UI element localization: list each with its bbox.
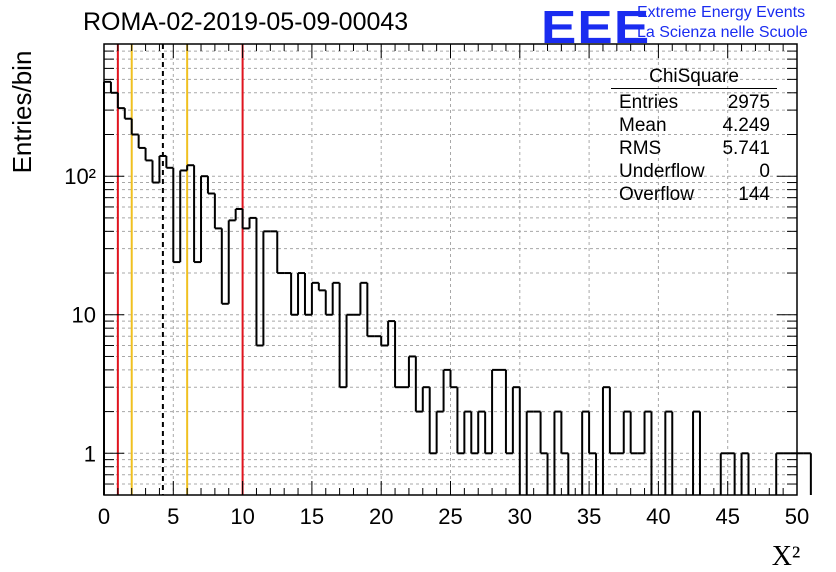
stats-row-mean: Mean 4.249 (611, 114, 777, 137)
x-tick-label: 20 (369, 504, 393, 529)
x-tick-label: 45 (715, 504, 739, 529)
x-axis-label: X² (772, 541, 801, 572)
x-tick-label: 25 (438, 504, 462, 529)
stats-value: 4.249 (722, 115, 770, 136)
reference-lines (116, 44, 244, 495)
stats-label: Underflow (619, 161, 705, 182)
x-tick-label: 15 (300, 504, 324, 529)
chart-title: ROMA-02-2019-05-09-00043 (83, 8, 409, 36)
eee-logo: EEE (541, 1, 651, 53)
y-tick-label: 10² (64, 164, 96, 189)
stats-label: RMS (619, 138, 662, 159)
logo-line-1: Extreme Energy Events (637, 4, 806, 21)
stats-value: 2975 (727, 92, 770, 113)
x-tick-label: 50 (785, 504, 809, 529)
stats-label: Entries (619, 92, 679, 113)
axes (103, 43, 798, 496)
x-tick-label: 30 (508, 504, 532, 529)
stats-title: ChiSquare (649, 66, 739, 87)
stats-label: Overflow (619, 184, 694, 205)
stats-box: ChiSquare Entries 2975 Mean 4.249 RMS 5.… (611, 66, 777, 206)
stats-row-overflow: Overflow 144 (611, 183, 777, 206)
x-tick-label: 35 (577, 504, 601, 529)
x-tick-label: 10 (230, 504, 254, 529)
stats-row-underflow: Underflow 0 (611, 160, 777, 183)
x-tick-label: 5 (167, 504, 179, 529)
y-tick-label: 10 (72, 303, 96, 328)
histogram-series (103, 80, 812, 495)
tick-labels: 0 5 10 15 20 25 30 35 40 45 50 1 10 10² (64, 164, 809, 529)
stats-divider (611, 88, 777, 89)
stats-value: 5.741 (722, 138, 770, 159)
stats-row-rms: RMS 5.741 (611, 137, 777, 160)
stats-row-entries: Entries 2975 (611, 91, 777, 114)
stats-value: 0 (759, 161, 770, 182)
x-tick-label: 0 (98, 504, 110, 529)
grid (104, 44, 797, 495)
y-axis-label: Entries/bin (7, 51, 37, 174)
x-tick-label: 40 (646, 504, 670, 529)
y-tick-label: 1 (84, 441, 96, 466)
stats-label: Mean (619, 115, 667, 136)
logo-line-2: La Scienza nelle Scuole (637, 24, 808, 41)
stats-value: 144 (738, 184, 770, 205)
